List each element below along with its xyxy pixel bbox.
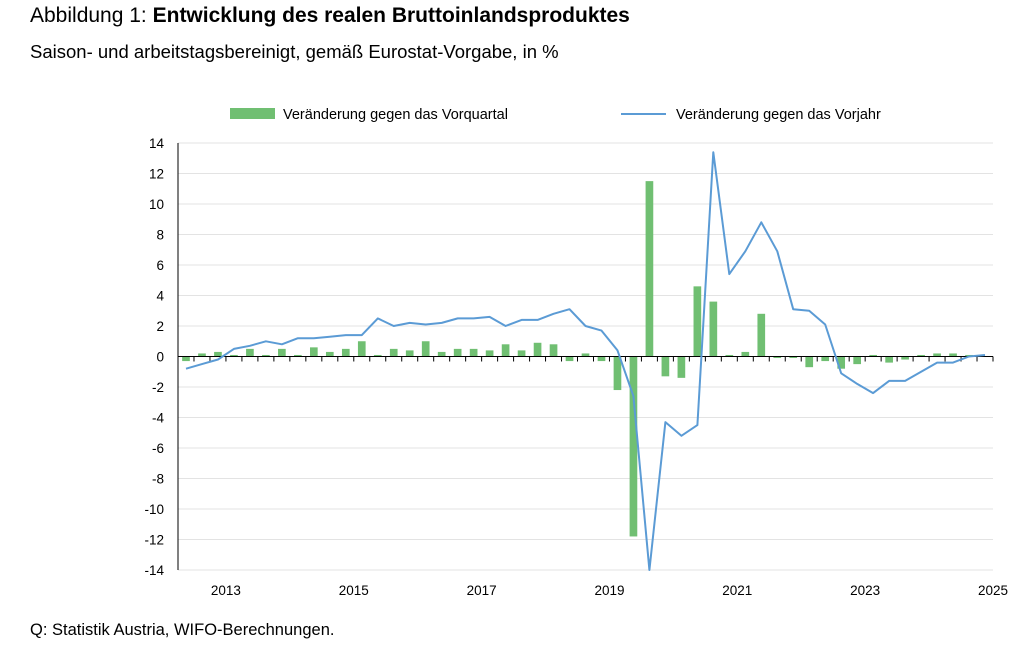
bar-2024Q2	[917, 354, 925, 357]
x-tick-label: 2025	[978, 583, 1008, 598]
x-tick-label: 2023	[850, 583, 880, 598]
y-tick-label: -10	[144, 502, 164, 517]
y-tick-label: -6	[152, 441, 164, 456]
bar-2020Q1	[645, 181, 654, 357]
bar-2015Q3	[357, 341, 366, 357]
bar-2014Q2	[278, 348, 286, 357]
y-tick-labels: 14 12 10 8 6 4 2 0 -2 -4 -6 -8 -10 -12 -14	[144, 136, 164, 578]
bar-2022Q2	[789, 356, 798, 359]
y-tick-label: 12	[149, 167, 164, 182]
bar-2016Q3	[421, 341, 430, 357]
bar-2015Q1	[325, 351, 334, 357]
bar-2012Q4	[182, 356, 190, 362]
bar-2014Q3	[294, 354, 302, 357]
bar-2015Q4	[373, 354, 382, 357]
bar-2013Q1	[198, 353, 206, 357]
bar-2020Q3	[677, 356, 686, 378]
bar-2023Q3	[869, 354, 877, 357]
y-tick-label: -2	[152, 380, 164, 395]
line-yoy	[185, 151, 986, 571]
y-tick-label: 4	[156, 289, 164, 304]
x-tick-labels: 2013 2015 2017 2019 2021 2023 2025	[211, 583, 1008, 598]
bar-2015Q2	[341, 348, 350, 357]
bar-2020Q2	[661, 356, 670, 377]
y-tick-label: 6	[156, 258, 164, 273]
bar-2023Q1	[837, 356, 846, 369]
bar-2020Q4	[693, 286, 702, 357]
bar-2019Q1	[581, 353, 590, 357]
y-tick-label: 2	[156, 319, 164, 334]
bar-2014Q1	[262, 354, 270, 357]
bar-2021Q3	[741, 351, 750, 357]
bar-2022Q3	[805, 356, 814, 368]
y-tick-label: 0	[156, 350, 164, 365]
bar-2013Q2	[214, 351, 222, 357]
bar-2018Q3	[549, 344, 558, 357]
bar-2017Q1	[453, 348, 462, 357]
bar-2024Q4	[949, 353, 957, 357]
line-series	[185, 151, 986, 571]
figure-subtitle: Saison- und arbeitstagsbereinigt, gemäß …	[30, 41, 559, 62]
bar-2018Q1	[517, 350, 526, 357]
y-tick-label: -12	[144, 533, 164, 548]
y-tick-label: 14	[149, 136, 165, 151]
axes	[177, 143, 994, 570]
grid-lines	[178, 142, 993, 571]
x-tick-label: 2017	[467, 583, 497, 598]
bar-2023Q2	[853, 356, 862, 365]
bar-2017Q3	[485, 350, 494, 357]
bar-2024Q3	[933, 353, 941, 357]
legend-bar-label: Veränderung gegen das Vorquartal	[283, 107, 508, 123]
bar-series	[182, 181, 973, 537]
bar-2024Q1	[901, 356, 909, 360]
bar-2021Q2	[725, 354, 734, 357]
figure-title: Abbildung 1: Entwicklung des realen Brut…	[30, 4, 630, 28]
bar-2017Q4	[501, 344, 510, 357]
bar-2014Q4	[309, 347, 318, 357]
bar-2019Q3	[613, 356, 622, 391]
legend-bar-swatch	[230, 108, 275, 119]
x-tick-label: 2019	[594, 583, 624, 598]
x-tick-label: 2015	[339, 583, 369, 598]
y-tick-label: 8	[156, 228, 164, 243]
legend: Veränderung gegen das Vorquartal Verände…	[230, 107, 881, 123]
y-tick-label: -8	[152, 472, 164, 487]
bar-2022Q4	[821, 356, 830, 362]
bar-2018Q4	[565, 356, 574, 362]
bar-2016Q2	[405, 350, 414, 357]
bar-2013Q3	[230, 354, 238, 357]
y-tick-label: 10	[149, 197, 164, 212]
bar-2016Q4	[437, 351, 446, 357]
y-tick-label: -4	[152, 411, 164, 426]
bar-2022Q1	[773, 356, 782, 359]
source-note: Q: Statistik Austria, WIFO-Berechnungen.	[30, 621, 335, 639]
bar-2021Q1	[709, 301, 718, 357]
figure-title-main: Entwicklung des realen Bruttoinlandsprod…	[152, 4, 630, 27]
x-tick-label: 2021	[722, 583, 752, 598]
bar-2023Q4	[885, 356, 893, 363]
bar-2016Q1	[389, 348, 398, 357]
bar-2019Q4	[629, 356, 638, 537]
bar-2018Q2	[533, 342, 542, 357]
legend-line-label: Veränderung gegen das Vorjahr	[676, 107, 881, 123]
bar-2017Q2	[469, 348, 478, 357]
y-tick-label: -14	[144, 563, 164, 578]
figure-title-prefix: Abbildung 1:	[30, 4, 153, 27]
bar-2013Q4	[246, 348, 254, 357]
x-tick-label: 2013	[211, 583, 241, 598]
bar-2019Q2	[597, 356, 606, 362]
bar-2021Q4	[757, 313, 766, 357]
